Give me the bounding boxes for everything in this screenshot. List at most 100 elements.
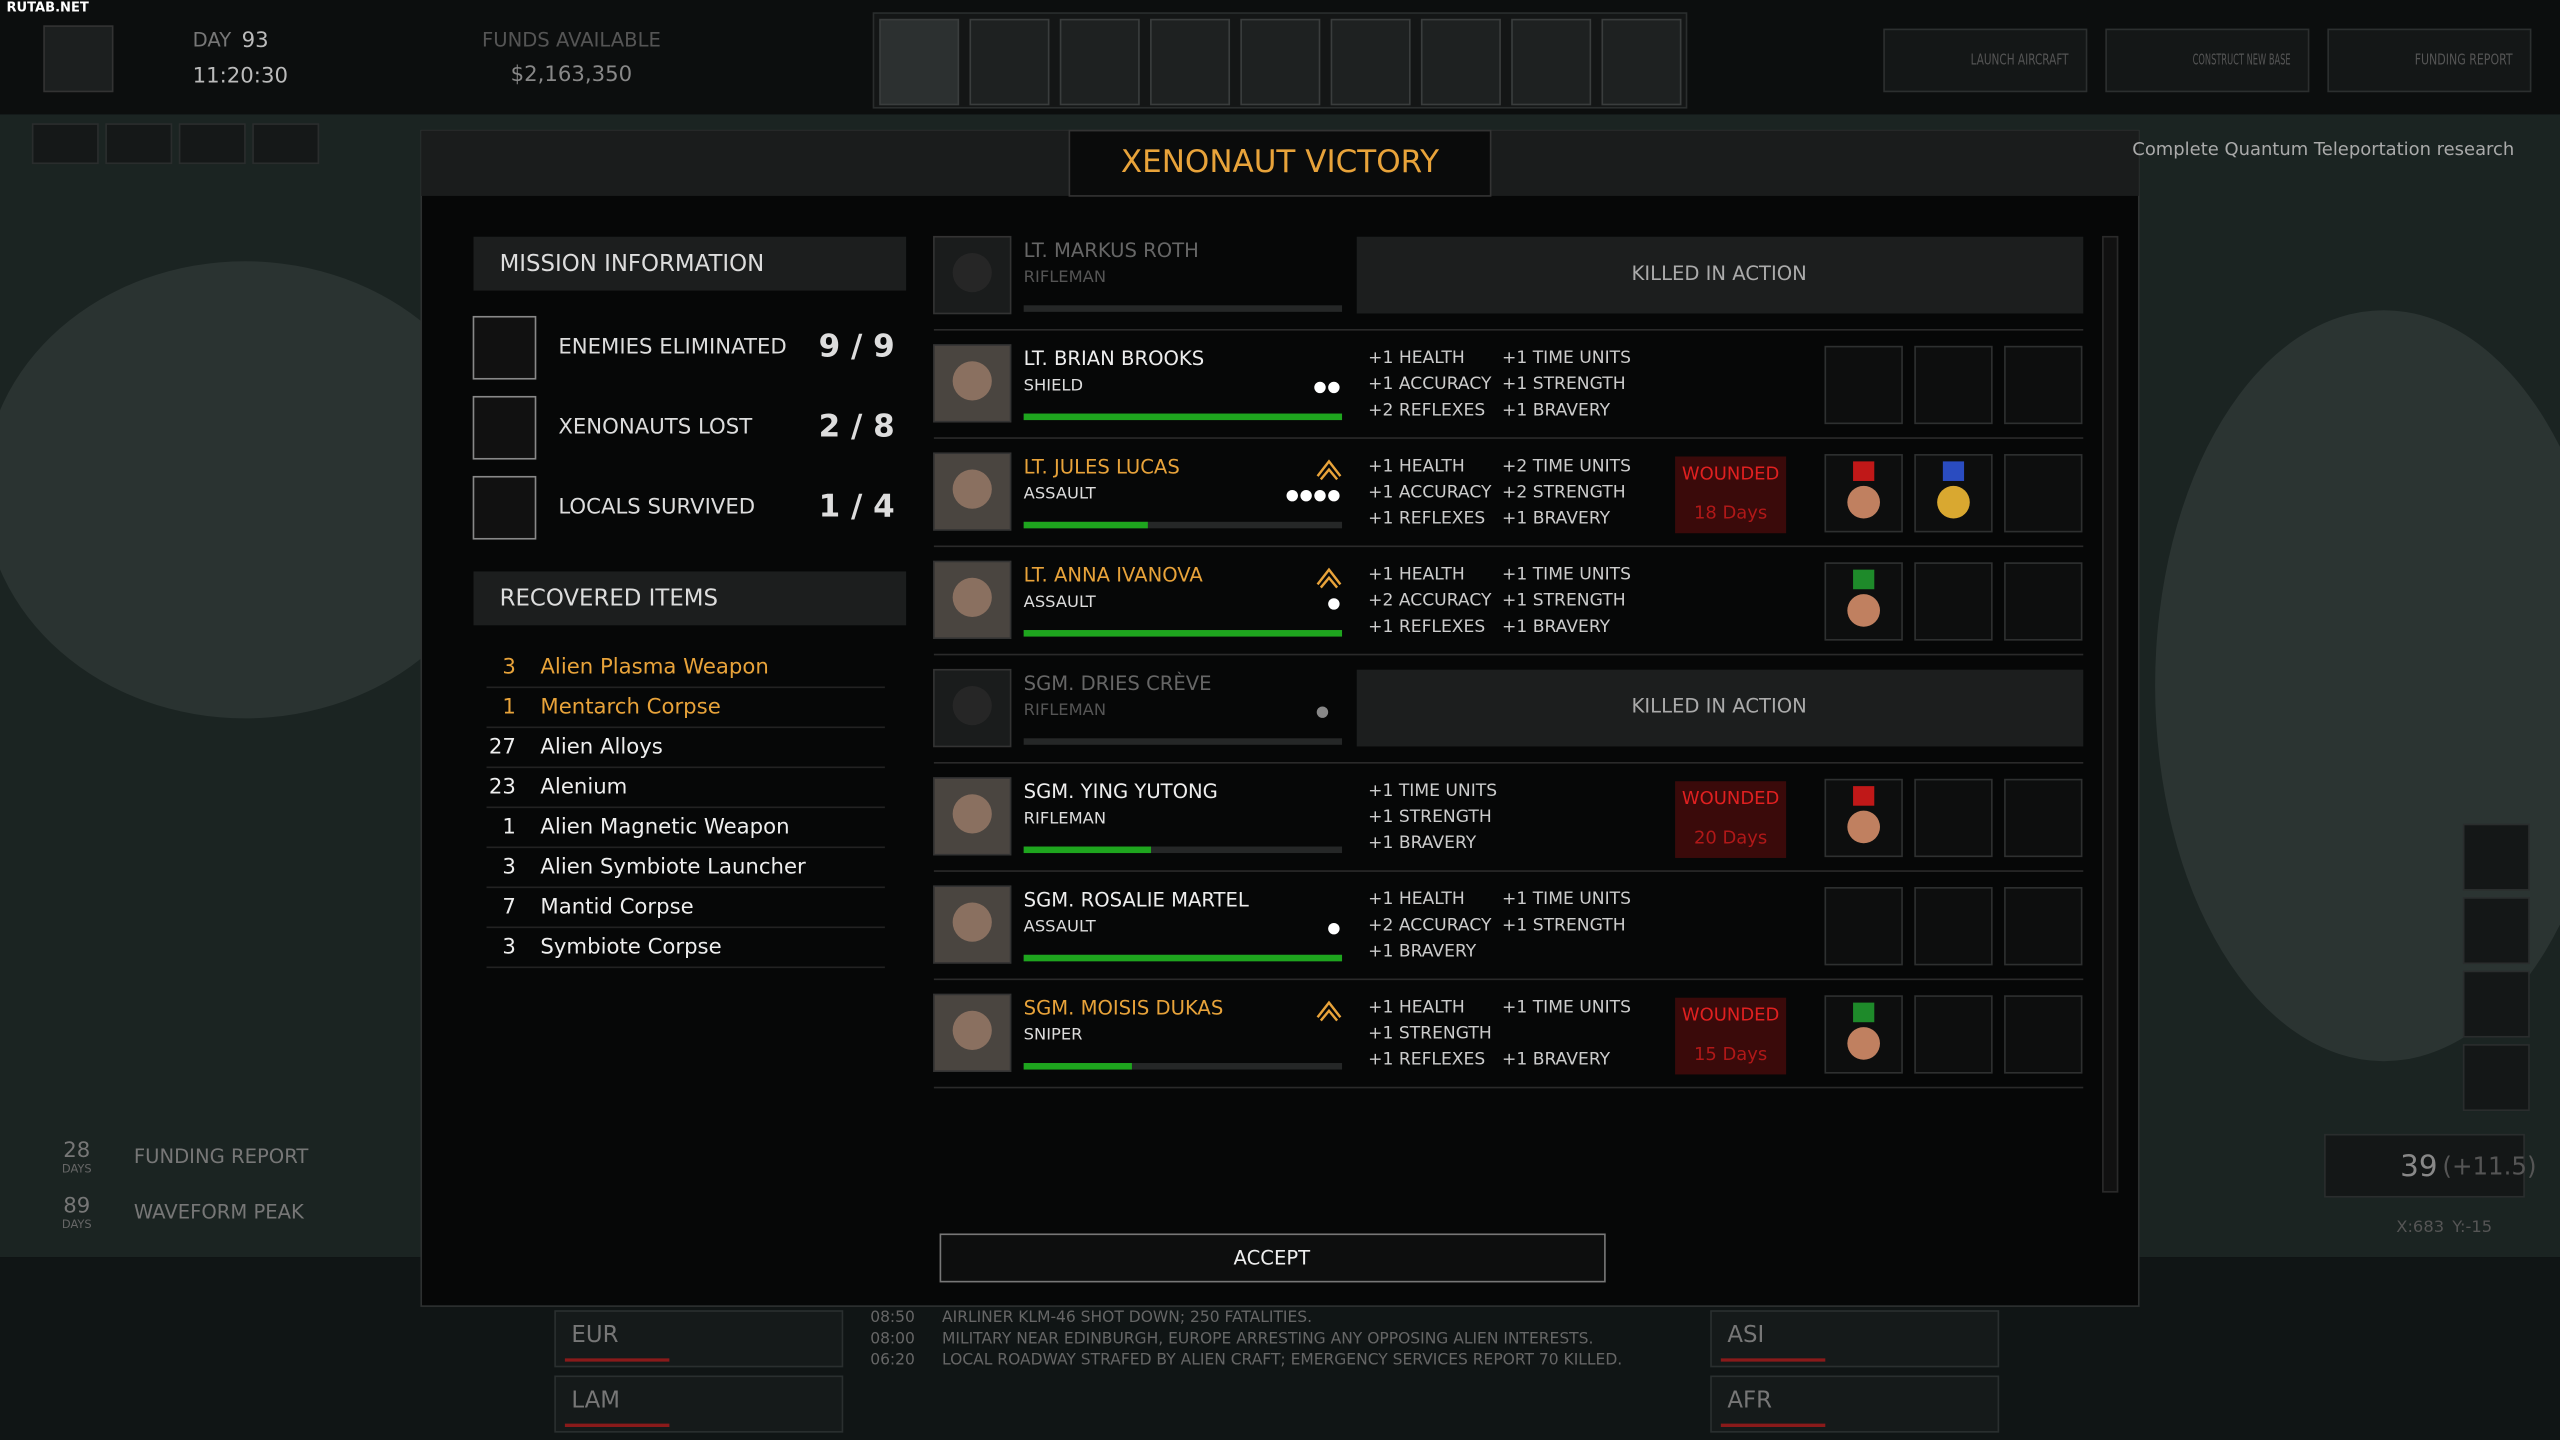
soldier-role: ASSAULT <box>1024 917 1097 936</box>
stat-gain: +1 ACCURACY <box>1368 482 1492 502</box>
region-name: LAM <box>571 1387 620 1413</box>
stat-gain: +1 STRENGTH <box>1502 591 1626 611</box>
watermark: RUTAB.NET <box>7 1 89 16</box>
side-button[interactable] <box>2462 823 2530 891</box>
soldier-role: SNIPER <box>1024 1025 1083 1044</box>
stat-gain: +1 BRAVERY <box>1502 617 1611 637</box>
medal-ribbon <box>1853 569 1875 590</box>
kill-icon <box>1314 489 1326 502</box>
item-name: Alenium <box>540 775 627 800</box>
nav-button[interactable] <box>1511 18 1592 106</box>
soldier-name: SGM. YING YUTONG <box>1024 780 1218 803</box>
event-text: MILITARY NEAR EDINBURGH, EUROPE ARRESTIN… <box>942 1329 1593 1347</box>
stat-label: LOCALS SURVIVED <box>558 495 755 520</box>
side-button[interactable] <box>2462 970 2530 1038</box>
score-box <box>2324 1133 2525 1198</box>
item-count: 3 <box>502 935 516 960</box>
action-button[interactable] <box>2105 28 2310 93</box>
settings-button[interactable] <box>43 25 114 93</box>
timer-days: 28 <box>63 1138 90 1163</box>
item-name: Alien Magnetic Weapon <box>540 815 789 840</box>
portrait-face <box>952 577 992 617</box>
region-panel[interactable] <box>554 1310 844 1368</box>
dialog-header-right <box>1490 130 2139 196</box>
nav-button[interactable] <box>1059 18 1140 106</box>
item-count: 1 <box>502 815 516 840</box>
region-panel[interactable] <box>554 1375 844 1433</box>
speed-button[interactable] <box>31 123 99 165</box>
funds-label: FUNDS AVAILABLE <box>482 28 661 51</box>
stat-gain: +1 REFLEXES <box>1368 509 1485 529</box>
medal-ribbon <box>1942 461 1965 481</box>
wounded-label: WOUNDED <box>1682 463 1779 484</box>
medal <box>1847 810 1880 844</box>
timer-days: 89 <box>63 1194 90 1219</box>
item-name: Alien Alloys <box>540 735 662 760</box>
day: 93 <box>242 28 269 53</box>
region-panel[interactable] <box>1710 1310 2000 1368</box>
speed-button[interactable] <box>252 123 320 165</box>
action-button-label: CONSTRUCT NEW BASE <box>2193 51 2291 68</box>
medal-ribbon <box>1853 461 1875 481</box>
event-time: 06:20 <box>870 1351 915 1369</box>
medal <box>1937 485 1970 519</box>
action-button[interactable] <box>1883 28 2088 93</box>
item-count: 27 <box>489 735 516 760</box>
wounded-days: 18 Days <box>1694 503 1767 524</box>
action-button[interactable] <box>2327 28 2532 93</box>
coord-x: X:683 <box>2396 1217 2444 1236</box>
stat-gain: +2 TIME UNITS <box>1502 456 1631 476</box>
section-heading: MISSION INFORMATION <box>500 251 765 277</box>
medal-slot <box>2004 562 2083 641</box>
side-button[interactable] <box>2462 1044 2530 1112</box>
medal-slot <box>2004 345 2083 425</box>
dialog-header-left <box>421 130 1070 196</box>
soldier-role: RIFLEMAN <box>1024 700 1106 719</box>
title-box <box>1068 129 1492 197</box>
soldier-role: RIFLEMAN <box>1024 267 1106 286</box>
dialog-title: XENONAUT VICTORY <box>1121 144 1439 180</box>
kill-icon <box>1316 706 1329 718</box>
nav-button[interactable] <box>1601 18 1682 106</box>
speed-button[interactable] <box>178 123 246 165</box>
nav-button[interactable] <box>969 18 1050 106</box>
dialog <box>420 129 2140 1307</box>
region-name: ASI <box>1727 1322 1764 1348</box>
event-text: AIRLINER KLM-46 SHOT DOWN; 250 FATALITIE… <box>942 1308 1312 1326</box>
scrollbar[interactable] <box>2102 235 2119 1193</box>
wounded-box <box>1675 456 1787 534</box>
day-label: DAY <box>193 28 232 51</box>
stat-gain: +1 ACCURACY <box>1368 374 1492 394</box>
medal-slot <box>1914 887 1993 966</box>
item-count: 1 <box>502 695 516 720</box>
stat-gain: +2 ACCURACY <box>1368 591 1492 611</box>
stat-value: 2 / 8 <box>819 409 895 445</box>
nav-button[interactable] <box>1420 18 1501 106</box>
soldier-role: SHIELD <box>1024 375 1083 394</box>
medal-slot <box>1824 887 1903 966</box>
soldier-name: SGM. MOISIS DUKAS <box>1024 997 1224 1020</box>
medal-slot <box>1914 778 1993 858</box>
event-text: LOCAL ROADWAY STRAFED BY ALIEN CRAFT; EM… <box>942 1351 1622 1369</box>
stat-gain: +1 STRENGTH <box>1368 1024 1492 1044</box>
accept-button[interactable] <box>939 1233 1606 1283</box>
stat-gain: +1 TIME UNITS <box>1502 565 1631 585</box>
medal-ribbon <box>1853 1002 1875 1023</box>
stat-gain: +1 REFLEXES <box>1368 1050 1485 1070</box>
wounded-label: WOUNDED <box>1682 788 1779 809</box>
nav-button[interactable] <box>1330 18 1411 106</box>
side-button[interactable] <box>2462 897 2530 965</box>
region-panel[interactable] <box>1710 1375 2000 1433</box>
wounded-box <box>1675 997 1787 1075</box>
soldier-name: LT. ANNA IVANOVA <box>1024 564 1204 587</box>
nav-button[interactable] <box>1150 18 1231 106</box>
nav-button[interactable] <box>1240 18 1321 106</box>
kia-label: KILLED IN ACTION <box>1632 262 1807 285</box>
bar-track <box>1023 1063 1343 1070</box>
stat-gain: +1 TIME UNITS <box>1368 781 1497 801</box>
nav-button[interactable] <box>879 18 960 106</box>
item-count: 7 <box>502 895 516 920</box>
speed-button[interactable] <box>105 123 173 165</box>
wounded-box <box>1675 781 1787 858</box>
medal <box>1847 594 1880 627</box>
